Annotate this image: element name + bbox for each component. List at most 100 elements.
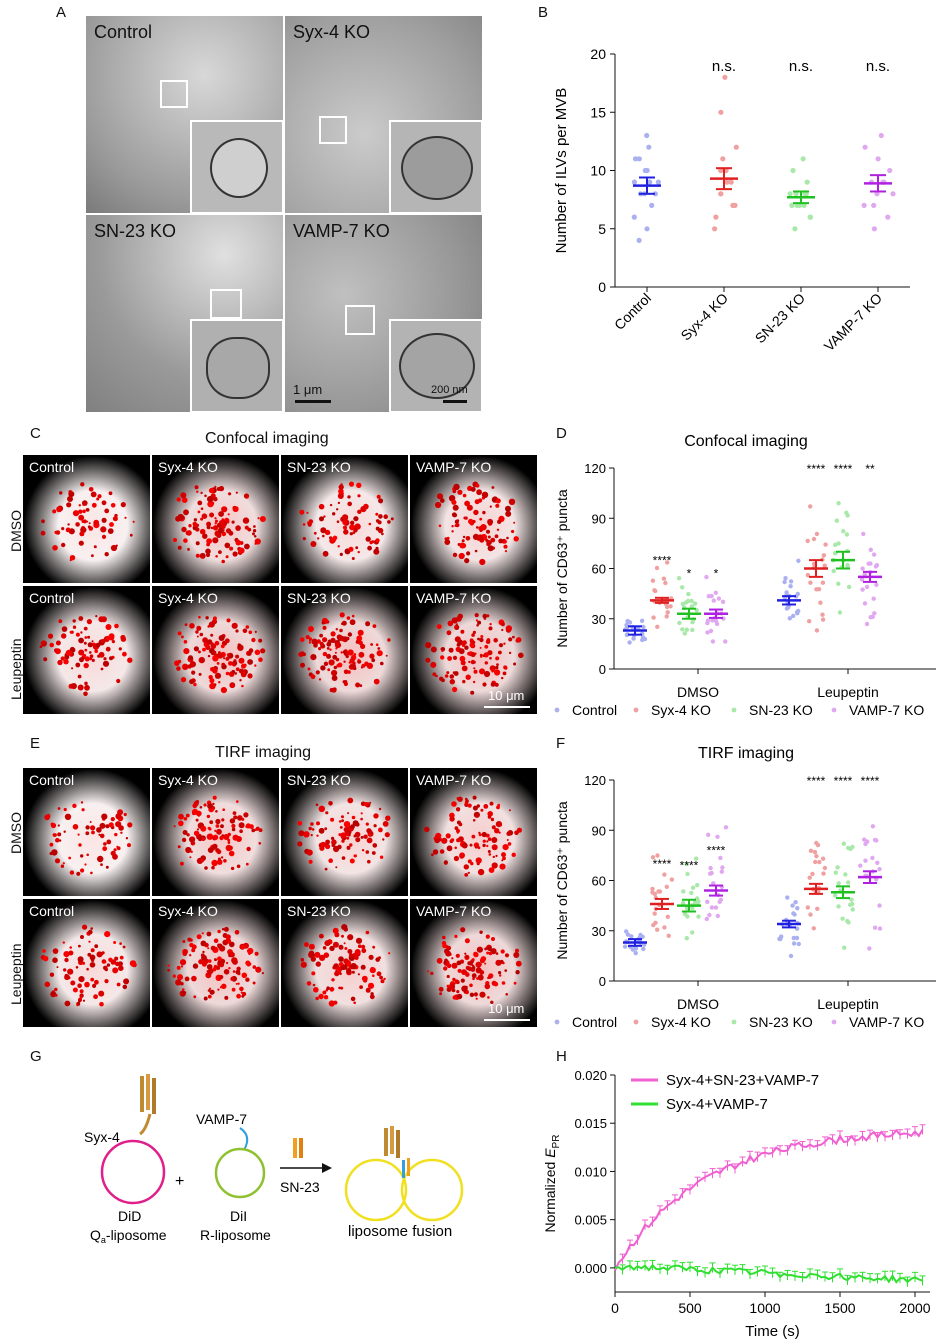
data-point [795,906,800,911]
puncta-dot [488,626,493,631]
puncta-dot [232,834,239,841]
puncta-dot [311,828,315,831]
puncta-dot [209,512,215,518]
puncta-dot [479,653,483,657]
puncta-dot [355,546,359,550]
puncta-dot [84,981,90,988]
puncta-dot [76,871,81,876]
puncta-dot [349,532,353,536]
puncta-dot [315,996,319,1001]
puncta-dot [465,536,471,541]
data-point [811,536,817,542]
puncta-dot [462,493,467,498]
puncta-dot [190,839,194,843]
puncta-dot [502,539,507,544]
data-point [820,617,826,622]
puncta-dot [217,956,222,962]
puncta-dot [218,635,225,641]
data-point [722,74,728,80]
puncta-dot [196,635,199,638]
puncta-dot [297,821,303,826]
puncta-dot [365,987,371,993]
micrograph-caption: Syx-4 KO [158,903,218,919]
puncta-dot [430,971,434,975]
y-tick-label: 60 [592,562,606,577]
puncta-dot [232,811,237,815]
snare-complex [384,1126,410,1178]
puncta-dot [487,545,494,552]
puncta-dot [367,545,372,551]
puncta-dot [516,637,522,643]
puncta-dot [335,866,338,869]
puncta-dot [487,518,494,525]
puncta-dot [190,850,193,853]
puncta-dot [351,614,355,618]
puncta-dot [487,837,492,841]
puncta-dot [473,842,480,848]
puncta-dot [205,552,211,558]
micrograph-caption: VAMP-7 KO [416,903,492,919]
data-point [652,191,658,197]
puncta-dot [327,668,331,672]
puncta-dot [196,828,200,831]
puncta-dot [379,855,384,859]
puncta-dot [505,510,512,517]
puncta-dot [503,665,508,670]
puncta-dot [318,503,325,510]
puncta-dot [113,848,117,852]
puncta-dot [84,636,88,639]
puncta-dot [436,957,443,964]
tem-roi-box [345,305,375,335]
puncta-dot [188,524,192,528]
puncta-dot [432,849,439,855]
puncta-dot [91,640,94,643]
puncta-dot [61,527,65,531]
puncta-dot [314,951,321,958]
puncta-dot [467,966,473,972]
data-point [695,882,700,888]
puncta-dot [482,613,488,619]
puncta-dot [244,543,250,550]
puncta-dot [425,642,432,649]
puncta-dot [55,530,61,535]
puncta-dot [211,865,215,870]
puncta-dot [183,640,188,644]
puncta-dot [476,526,479,529]
puncta-dot [219,520,224,525]
y-tick-label: 0.005 [574,1213,607,1228]
puncta-dot [108,822,114,828]
puncta-dot [54,987,58,992]
puncta-dot [245,625,250,629]
x-axis-label: Time (s) [745,1323,799,1340]
panel-letter-a: A [56,4,67,21]
puncta-dot [347,501,352,507]
puncta-dot [232,959,238,965]
data-point [664,884,669,889]
puncta-dot [200,825,205,830]
puncta-dot [348,481,355,487]
data-point [820,580,826,585]
puncta-dot [232,970,236,973]
puncta-dot [487,996,490,999]
puncta-dot [226,653,230,657]
puncta-dot [491,862,498,869]
puncta-dot [381,532,384,536]
data-point [873,564,879,569]
significance-label: **** [653,553,672,567]
row-label-dmso: DMSO [8,812,24,854]
scale-bar [484,1019,530,1021]
puncta-dot [114,956,119,961]
data-point [662,925,667,930]
puncta-dot [57,824,60,827]
puncta-dot [496,528,500,531]
puncta-dot [212,537,219,544]
puncta-dot [65,527,71,533]
micrograph-dmso-0: Control [23,768,150,896]
data-point [814,854,819,859]
puncta-dot [78,843,82,847]
puncta-dot [122,945,126,949]
puncta-dot [244,525,249,530]
puncta-dot [205,643,210,648]
puncta-dot [515,960,522,967]
puncta-dot [235,491,238,494]
